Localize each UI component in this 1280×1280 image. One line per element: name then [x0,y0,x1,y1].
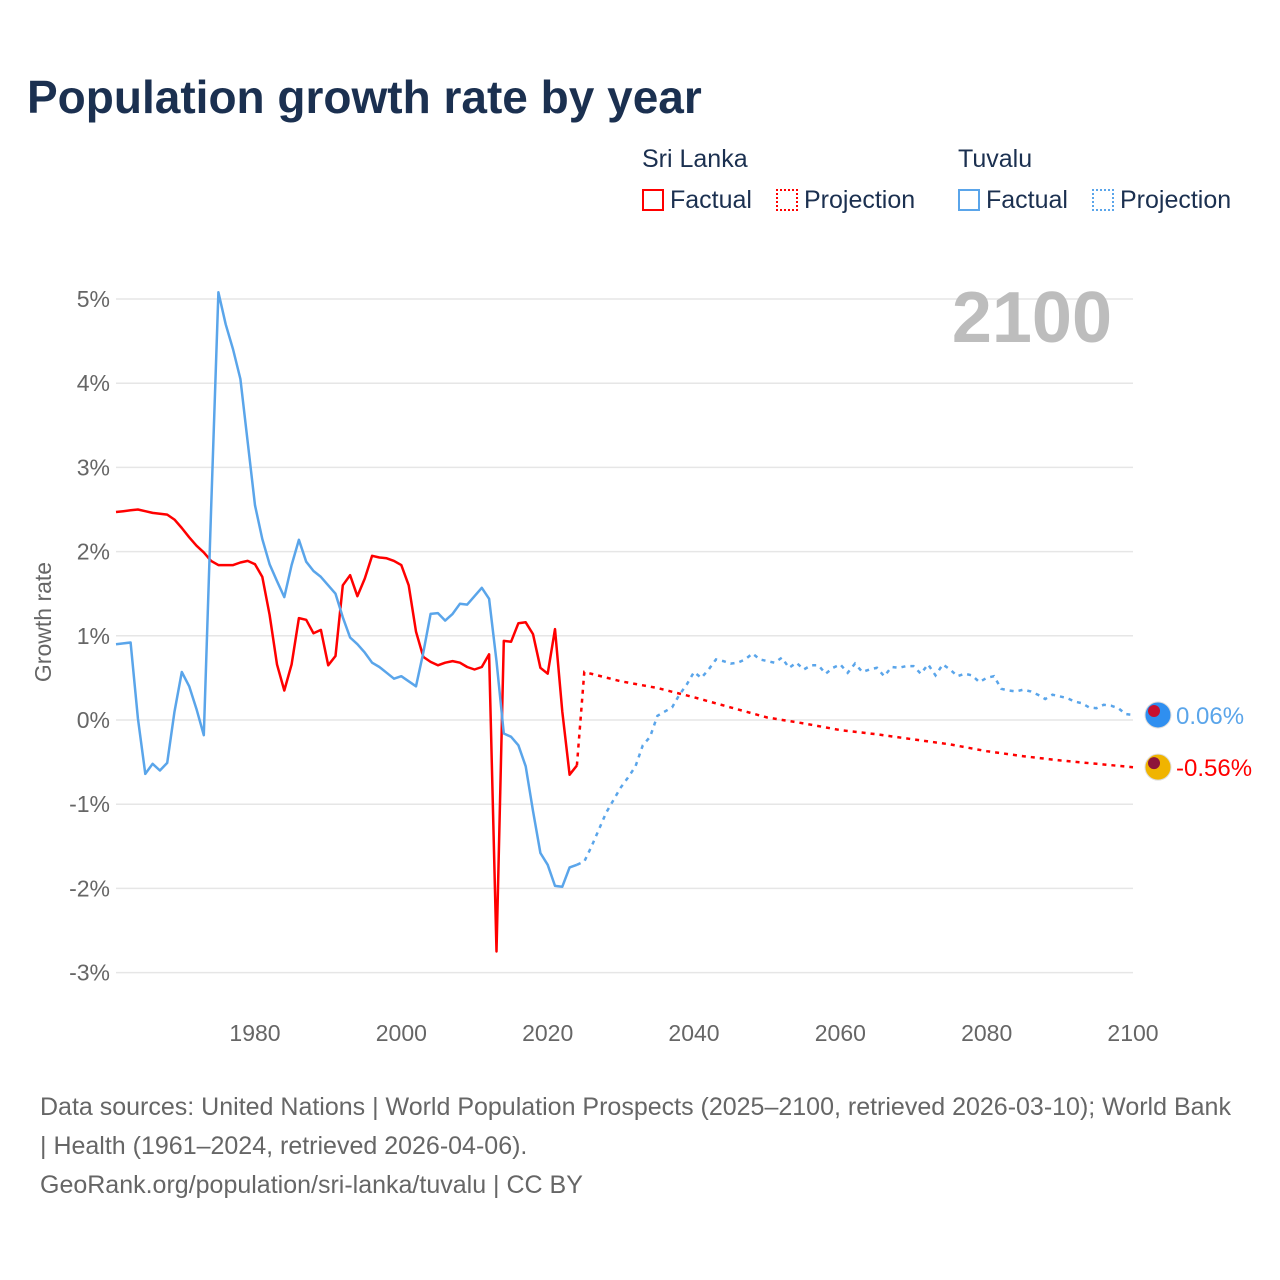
plot-area: 5% 4% 3% 2% 1% 0% -1% -2% -3% 1980 2000 2020 2040 206… [30,278,1252,1046]
sri-lanka-end-label: -0.56% [1176,755,1252,782]
legend-swatch-dotted [1092,189,1114,211]
y-tick-label: 1% [77,623,110,649]
legend-label: Projection [804,186,916,214]
x-tick-label: 2040 [668,1020,719,1046]
x-tick-label: 2060 [815,1020,866,1046]
legend-group-sri-lanka: Sri Lanka [642,145,748,173]
legend-label: Projection [1120,186,1232,214]
legend-swatch-solid [958,189,980,211]
data-sources: Data sources: United Nations | World Pop… [40,1093,1231,1160]
legend-sri-lanka-factual[interactable]: Factual [642,186,752,215]
sri-lanka-flag-detail [1148,757,1160,770]
x-tick-label: 2080 [961,1020,1012,1046]
sri-lanka-factual-line [115,508,578,953]
tuvalu-factual-line [115,291,578,888]
y-tick-label: -3% [69,960,110,986]
y-tick-label: -1% [69,791,110,817]
y-tick-label: 2% [77,539,110,565]
year-overlay: 2100 [952,278,1112,358]
legend-sri-lanka-projection[interactable]: Projection [776,186,915,215]
chart-title: Population growth rate by year [27,71,702,123]
legend-swatch-solid [642,189,664,211]
legend-tuvalu-factual[interactable]: Factual [958,186,1068,215]
sri-lanka-projection-line [575,670,1134,769]
source-link[interactable]: GeoRank.org/population/sri-lanka/tuvalu … [40,1171,583,1199]
y-tick-label: 0% [77,707,110,733]
y-tick-label: 5% [77,286,110,312]
legend-group-tuvalu: Tuvalu [958,145,1033,173]
x-tick-label: 2000 [376,1020,427,1046]
legend-label: Factual [670,186,752,214]
y-axis-label: Growth rate [30,562,56,682]
tuvalu-end-label: 0.06% [1176,703,1244,730]
tuvalu-projection-line [576,651,1134,866]
x-tick-label: 2100 [1107,1020,1158,1046]
legend-swatch-dotted [776,189,798,211]
y-tick-label: 4% [77,370,110,396]
tuvalu-flag-detail [1148,704,1160,717]
legend-label: Factual [986,186,1068,214]
y-tick-label: -2% [69,875,110,901]
footer: Data sources: United Nations | World Pop… [40,1088,1240,1205]
y-tick-label: 3% [77,454,110,480]
x-tick-label: 1980 [229,1020,280,1046]
x-tick-label: 2020 [522,1020,573,1046]
legend-tuvalu-projection[interactable]: Projection [1092,186,1231,215]
